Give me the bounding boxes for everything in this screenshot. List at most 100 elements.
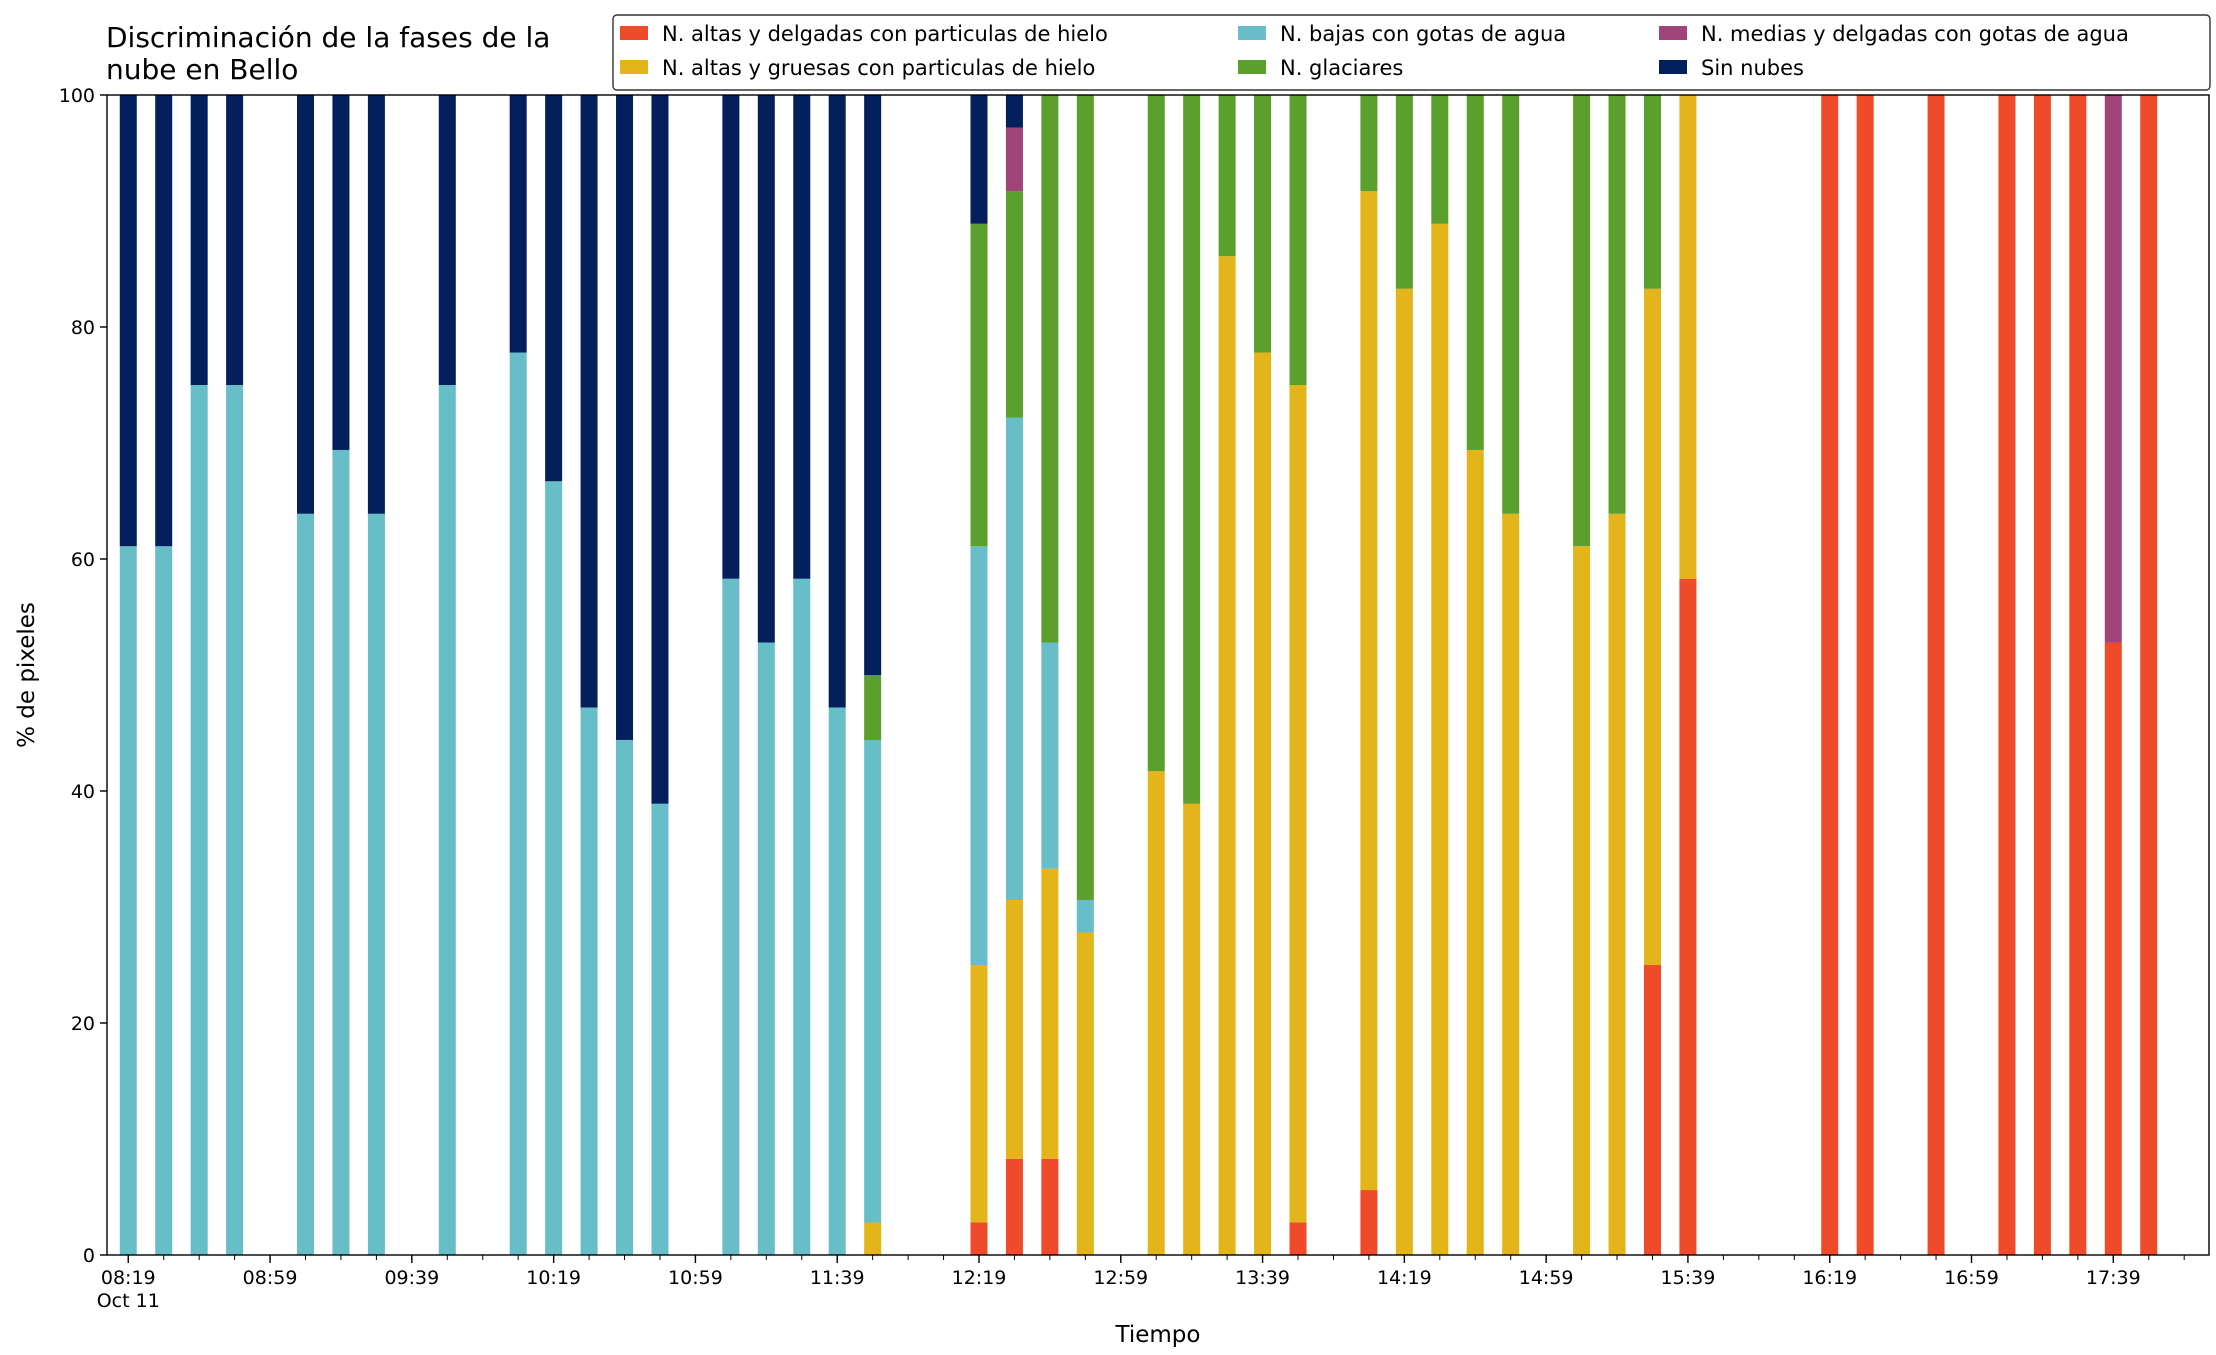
bar-segment: [722, 95, 740, 579]
bar-segment: [1218, 256, 1236, 1255]
bar-segment: [1821, 95, 1839, 1255]
bar-segment: [226, 385, 244, 1255]
bar-segment: [1076, 900, 1094, 933]
bar-segment: [1041, 642, 1059, 869]
y-axis-label: % de pixeles: [14, 602, 40, 748]
x-axis-label: Tiempo: [1115, 1322, 1201, 1348]
x-tick-label: 16:19: [1802, 1267, 1857, 1289]
x-tick-label: 15:39: [1661, 1267, 1716, 1289]
bar-segment: [155, 546, 173, 1255]
bar-segment: [1395, 95, 1413, 289]
bar-segment: [1254, 95, 1272, 353]
bar-segment: [1395, 288, 1413, 1256]
bar-segment: [1005, 95, 1023, 128]
bar-segment: [1041, 1158, 1059, 1255]
bar-segment: [651, 803, 669, 1255]
legend-swatch: [1238, 26, 1266, 40]
bar-segment: [1041, 868, 1059, 1159]
bar-segment: [2069, 95, 2087, 1255]
bar-segment: [722, 578, 740, 1255]
x-tick-label: 12:59: [1093, 1267, 1148, 1289]
bar-segment: [793, 95, 811, 579]
x-date-label: Oct 11: [97, 1290, 160, 1312]
bar-segment: [1360, 95, 1378, 192]
chart-title: Discriminación de la fases de la nube en…: [106, 21, 551, 86]
bar-segment: [119, 546, 137, 1255]
x-tick-label: 14:59: [1519, 1267, 1574, 1289]
bar-segment: [1289, 95, 1307, 385]
bar-segment: [1502, 513, 1520, 1255]
x-tick-label: 17:39: [2086, 1267, 2141, 1289]
bar-segment: [1005, 417, 1023, 901]
legend-box: [612, 14, 2211, 91]
bar-segment: [1643, 965, 1661, 1255]
bar-segment: [1431, 223, 1449, 1255]
bar-segment: [970, 223, 988, 547]
bar-segment: [864, 675, 882, 740]
bar-segment: [1147, 95, 1165, 772]
bar-segment: [332, 449, 350, 1256]
bar-segment: [1608, 95, 1626, 514]
bar-segment: [296, 95, 315, 514]
x-tick-label: 10:59: [668, 1267, 723, 1289]
bar-segment: [1643, 288, 1661, 966]
bar-segment: [1466, 449, 1484, 1256]
bar-segment: [1076, 932, 1094, 1255]
bar-segment: [1076, 95, 1094, 901]
bar-segment: [545, 95, 563, 482]
bar-segment: [1005, 127, 1023, 192]
bar-segment: [651, 95, 669, 804]
bar-segment: [1431, 95, 1449, 224]
bar-segment: [1360, 1190, 1378, 1255]
x-tick-label: 14:19: [1377, 1267, 1432, 1289]
bar-segment: [1183, 803, 1201, 1255]
bar-segment: [1005, 900, 1023, 1159]
x-tick-label: 08:59: [243, 1267, 298, 1289]
bar-segment: [1502, 95, 1520, 514]
bar-segment: [1005, 1158, 1023, 1255]
x-tick-label: 10:19: [526, 1267, 581, 1289]
bar-segment: [1147, 771, 1165, 1255]
x-tick-label: 08:19: [101, 1267, 156, 1289]
bar-segment: [616, 95, 634, 740]
bar-segment: [438, 95, 456, 385]
y-tick-label: 20: [71, 1013, 95, 1035]
legend-label: N. altas y delgadas con particulas de hi…: [662, 22, 1108, 46]
legend-label: N. glaciares: [1280, 56, 1403, 80]
bar-segment: [367, 95, 385, 514]
bar-segment: [226, 95, 244, 385]
bar-segment: [367, 513, 385, 1255]
legend-swatch: [1659, 60, 1687, 74]
bar-segment: [1183, 95, 1201, 804]
bar-segment: [970, 1222, 988, 1255]
bar-segment: [509, 352, 527, 1255]
bar-segment: [1927, 95, 1945, 1255]
y-tick-label: 100: [59, 85, 95, 107]
bar-segment: [1573, 95, 1591, 547]
bar-segment: [1005, 191, 1023, 418]
bar-segment: [509, 95, 527, 353]
x-tick-label: 13:39: [1235, 1267, 1290, 1289]
bar-segment: [1289, 385, 1307, 1223]
legend: N. altas y delgadas con particulas de hi…: [612, 14, 2211, 91]
legend-label: Sin nubes: [1701, 56, 1804, 80]
bar-segment: [1360, 191, 1378, 1191]
bar-segment: [438, 385, 456, 1255]
bar-segment: [2033, 95, 2051, 1255]
legend-label: N. altas y gruesas con particulas de hie…: [662, 56, 1095, 80]
bar-segment: [580, 95, 598, 708]
bar-segment: [1679, 95, 1697, 579]
bar-segment: [2104, 95, 2122, 643]
bar-segment: [616, 739, 634, 1255]
y-tick-label: 0: [83, 1245, 95, 1267]
bar-segment: [2140, 95, 2158, 1255]
bar-segment: [828, 707, 846, 1255]
bar-segment: [2104, 642, 2122, 1255]
bar-segment: [190, 385, 208, 1255]
bar-segment: [970, 965, 988, 1223]
bar-segment: [1643, 95, 1661, 289]
bar-segment: [545, 481, 563, 1255]
bar-segment: [1608, 513, 1626, 1255]
bar-segment: [970, 546, 988, 965]
